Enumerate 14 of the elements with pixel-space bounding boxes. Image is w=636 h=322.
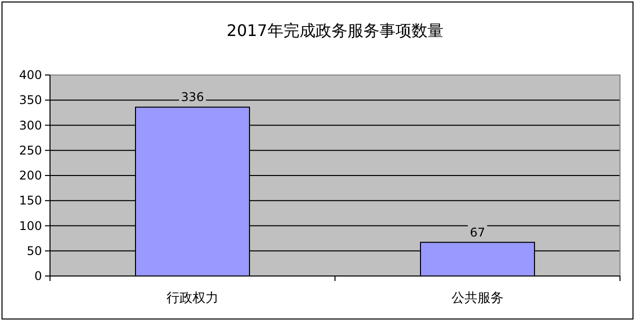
y-tick-label: 100 xyxy=(19,218,42,233)
data-label: 67 xyxy=(470,225,486,240)
x-tick-label: 行政权力 xyxy=(166,291,218,306)
x-tick-label: 公共服务 xyxy=(452,291,504,306)
chart-title: 2017年完成政务服务事项数量 xyxy=(226,21,444,40)
y-tick-label: 150 xyxy=(19,194,42,208)
y-tick-label: 400 xyxy=(19,68,42,82)
y-tick-label: 250 xyxy=(19,143,42,158)
data-label: 336 xyxy=(181,90,204,104)
y-tick-label: 350 xyxy=(19,93,42,108)
y-tick-label: 200 xyxy=(19,168,42,182)
y-tick-label: 0 xyxy=(34,269,42,283)
y-tick-label: 300 xyxy=(19,118,42,132)
y-tick-label: 50 xyxy=(26,244,42,258)
